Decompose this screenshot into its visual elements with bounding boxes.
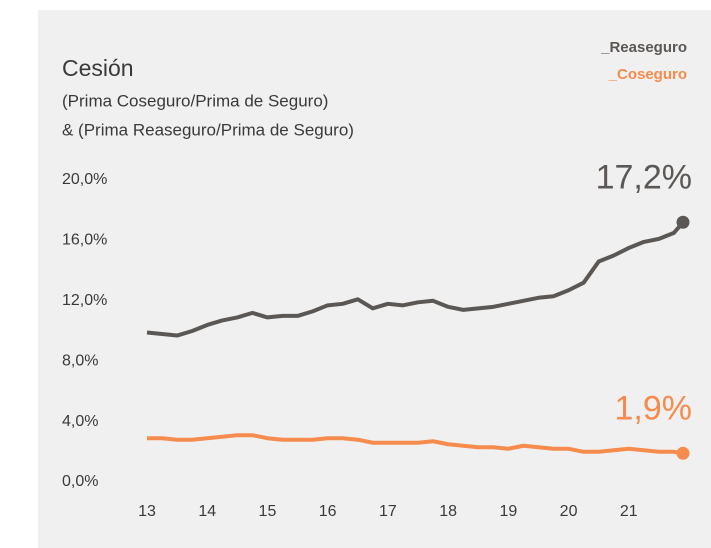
series-line: [147, 433, 684, 456]
chart-title: Cesión: [62, 55, 134, 81]
end-point: [676, 446, 690, 460]
y-tick-label: 20,0%: [62, 171, 107, 188]
x-tick-label: 17: [379, 503, 397, 520]
panel: [38, 10, 711, 548]
x-tick-label: 13: [138, 503, 156, 520]
subtitle: (Prima Coseguro/Prima de Seguro): [62, 91, 328, 110]
legend-entry: _Reaseguro: [600, 39, 687, 56]
end-point: [676, 215, 690, 229]
series-line: [146, 220, 685, 338]
x-tick-label: 21: [620, 503, 638, 520]
x-tick-label: 19: [499, 503, 517, 520]
x-tick-label: 15: [259, 503, 277, 520]
end-label: 1,9%: [615, 389, 693, 427]
end-label: 17,2%: [596, 158, 692, 196]
y-tick-label: 12,0%: [62, 292, 107, 309]
x-tick-label: 16: [319, 503, 337, 520]
y-tick-label: 4,0%: [62, 413, 98, 430]
legend-entry: _Coseguro: [608, 66, 687, 83]
x-tick-label: 18: [439, 503, 457, 520]
x-tick-label: 20: [560, 503, 578, 520]
y-tick-label: 8,0%: [62, 352, 98, 369]
subtitle: & (Prima Reaseguro/Prima de Seguro): [62, 120, 354, 139]
y-tick-label: 0,0%: [62, 473, 98, 490]
x-tick-label: 14: [198, 503, 216, 520]
y-tick-label: 16,0%: [62, 232, 107, 249]
